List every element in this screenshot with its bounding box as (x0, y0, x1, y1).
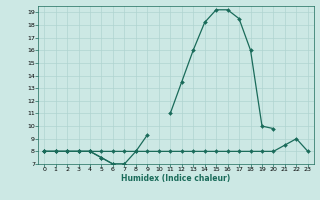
X-axis label: Humidex (Indice chaleur): Humidex (Indice chaleur) (121, 174, 231, 183)
